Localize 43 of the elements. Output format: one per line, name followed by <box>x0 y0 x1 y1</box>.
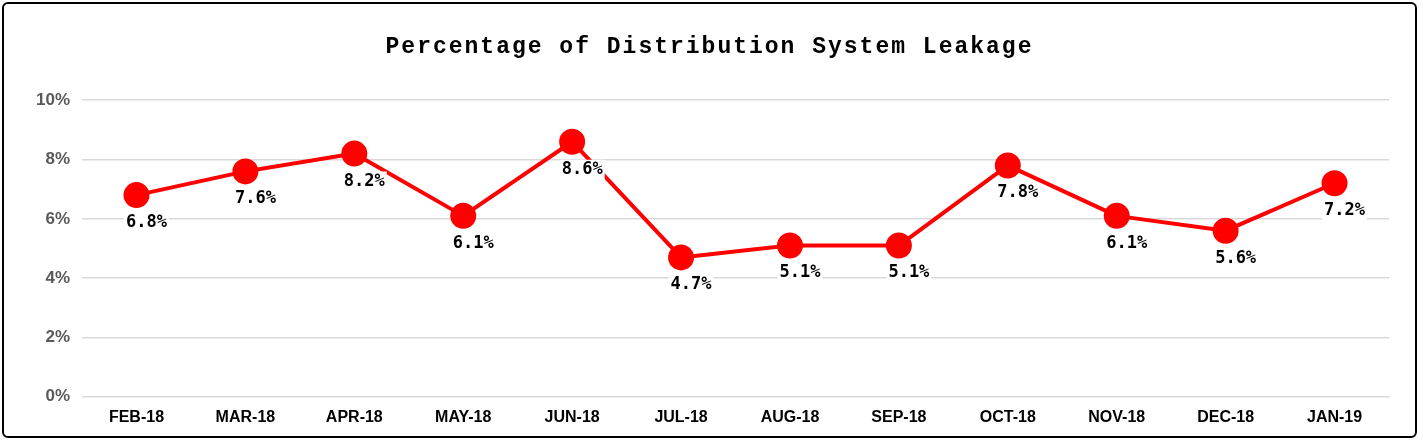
y-tick-label: 6% <box>45 208 71 228</box>
x-tick-label: APR-18 <box>325 407 383 425</box>
y-tick-label: 2% <box>45 327 71 347</box>
point <box>885 232 912 259</box>
data-label: 6.8% <box>126 211 168 232</box>
chart-title: Percentage of Distribution System Leakage <box>384 34 1035 60</box>
x-tick-label: JUN-18 <box>544 407 600 425</box>
data-label: 5.1% <box>779 261 822 282</box>
point <box>559 128 586 155</box>
data-label: 7.8% <box>997 181 1040 202</box>
x-tick-label: OCT-18 <box>979 407 1036 425</box>
x-tick-label: SEP-18 <box>871 407 927 425</box>
data-label: 4.7% <box>670 273 713 294</box>
data-label: 6.1% <box>452 231 495 252</box>
x-tick-label: FEB-18 <box>108 407 165 425</box>
y-tick-label: 10% <box>35 89 71 109</box>
y-tick-label: 8% <box>45 149 71 169</box>
data-label: 8.2% <box>343 169 386 190</box>
data-label: 7.6% <box>234 187 277 208</box>
x-tick-label: NOV-18 <box>1088 407 1146 425</box>
data-label: 7.2% <box>1324 199 1366 220</box>
data-label: 8.6% <box>561 157 604 178</box>
x-tick-label: JUL-18 <box>654 407 708 425</box>
point <box>1321 170 1348 197</box>
data-label: 5.6% <box>1215 246 1257 267</box>
point <box>341 140 368 167</box>
y-tick-label: 4% <box>45 267 71 287</box>
x-tick-label: MAR-18 <box>215 407 276 425</box>
point <box>1103 202 1130 229</box>
point <box>994 152 1021 179</box>
point <box>776 232 803 259</box>
x-tick-label: AUG-18 <box>760 407 820 425</box>
x-tick-label: JAN-19 <box>1306 407 1363 425</box>
point <box>668 244 695 271</box>
data-label: 6.1% <box>1106 231 1148 252</box>
point <box>123 182 150 209</box>
y-tick-label: 0% <box>45 386 71 406</box>
x-tick-label: DEC-18 <box>1197 407 1255 425</box>
point <box>450 202 477 229</box>
data-label: 5.1% <box>888 261 931 282</box>
x-tick-label: MAY-18 <box>435 407 492 425</box>
point <box>1212 217 1239 244</box>
point <box>232 158 259 185</box>
